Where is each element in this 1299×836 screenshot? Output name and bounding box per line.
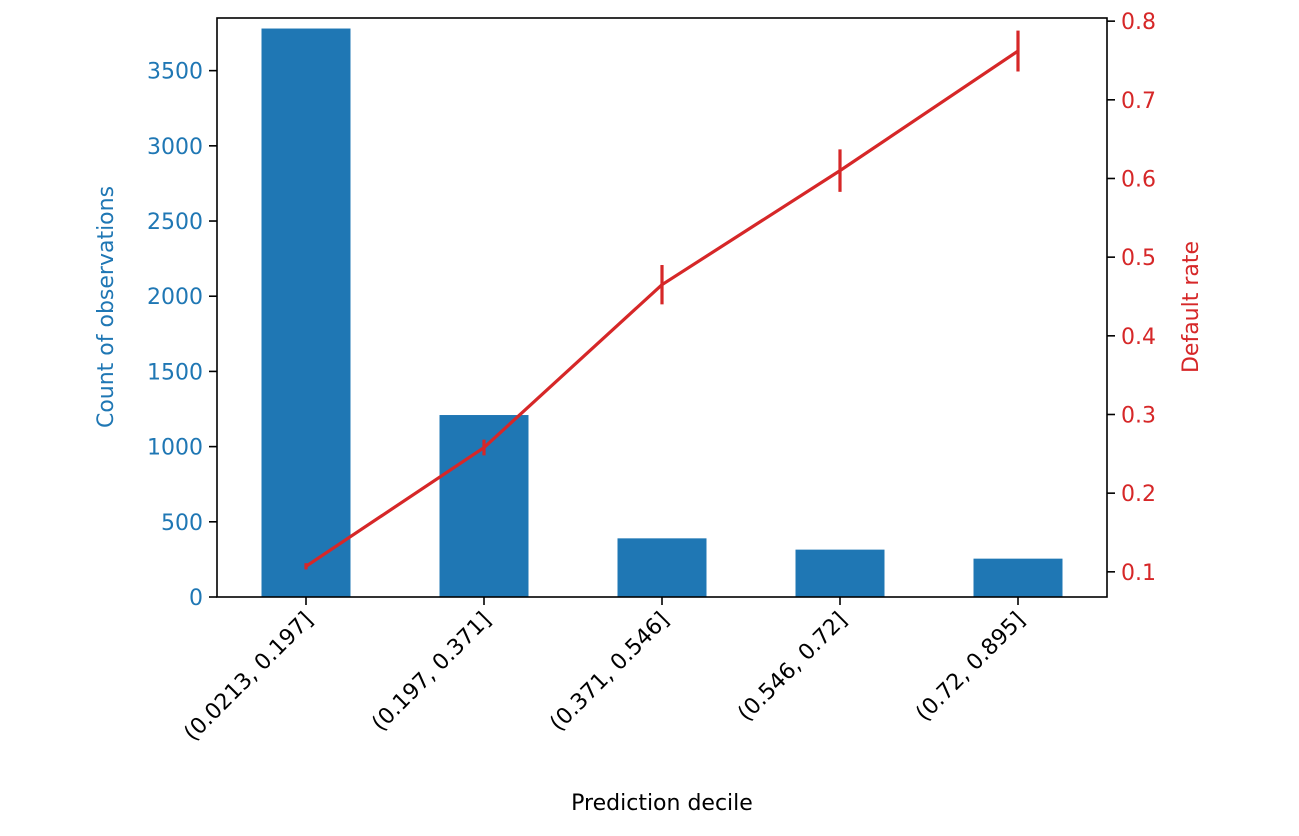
x-axis-label: Prediction decile	[571, 791, 753, 816]
bar	[795, 549, 885, 597]
right-tick-label: 0.5	[1121, 246, 1156, 271]
x-axis-ticks: (0.0213, 0.197] (0.197, 0.371] (0.371, 0.5…	[180, 597, 1030, 747]
left-tick-label: 3500	[147, 60, 203, 85]
left-tick-label: 2500	[147, 210, 203, 235]
left-tick-label: 0	[189, 586, 203, 611]
bar	[261, 28, 351, 597]
right-axis-ticks: 0.1 0.2 0.3 0.4 0.5 0.6 0.7 0.8	[1107, 10, 1156, 586]
x-tick-label: (0.72, 0.895]	[911, 608, 1030, 727]
right-axis-label: Default rate	[1179, 241, 1204, 373]
right-tick-label: 0.2	[1121, 482, 1156, 507]
x-tick-label: (0.546, 0.72]	[733, 608, 852, 727]
left-tick-label: 1500	[147, 360, 203, 385]
left-tick-label: 2000	[147, 285, 203, 310]
left-tick-label: 1000	[147, 436, 203, 461]
x-tick-label: (0.0213, 0.197]	[180, 608, 319, 747]
bar	[973, 558, 1063, 597]
right-tick-label: 0.8	[1121, 10, 1156, 35]
left-tick-label: 500	[161, 511, 203, 536]
left-axis-ticks: 0 500 1000 1500 2000 2500 3000 3500	[147, 60, 217, 611]
bar-series	[261, 28, 1063, 597]
right-tick-label: 0.6	[1121, 167, 1156, 192]
x-tick-label: (0.197, 0.371]	[367, 608, 496, 737]
left-tick-label: 3000	[147, 135, 203, 160]
right-tick-label: 0.1	[1121, 561, 1156, 586]
right-tick-label: 0.3	[1121, 403, 1156, 428]
default-rate-line	[305, 49, 1019, 568]
right-tick-label: 0.4	[1121, 325, 1156, 350]
bar	[617, 538, 707, 597]
right-tick-label: 0.7	[1121, 89, 1156, 114]
default-rate-series	[304, 30, 1020, 570]
left-axis-label: Count of observations	[94, 186, 119, 428]
x-tick-label: (0.371, 0.546]	[545, 608, 674, 737]
